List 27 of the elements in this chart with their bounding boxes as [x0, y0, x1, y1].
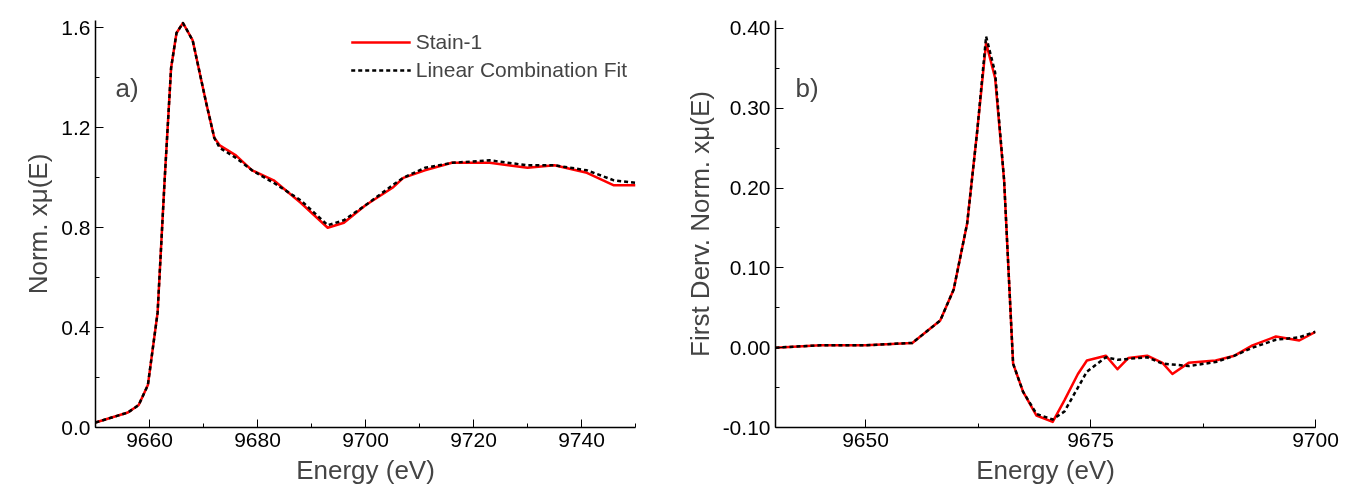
y-tick-label: 0.0: [61, 415, 91, 439]
x-tick-label: 9650: [842, 427, 889, 451]
x-tick-label: 9660: [126, 427, 173, 451]
x-tick-label: 9740: [558, 427, 605, 451]
y-tick-label: 0.30: [729, 96, 771, 120]
x-tick-label: 9700: [1292, 427, 1339, 451]
y-axis-title: Norm. xμ(E): [23, 153, 54, 295]
x-tick-label: 9675: [1067, 427, 1114, 451]
y-tick-label: 0.00: [729, 335, 771, 359]
y-tick-label: 1.2: [61, 115, 91, 139]
x-axis-title: Energy (eV): [296, 454, 435, 485]
y-tick-label: -0.10: [722, 415, 771, 439]
legend-label: Stain-1: [415, 29, 483, 55]
annotation: a): [115, 72, 139, 103]
y-tick-label: 0.4: [61, 315, 91, 339]
y-tick-label: 1.6: [61, 15, 91, 39]
legend-label: Linear Combination Fit: [415, 57, 627, 83]
y-tick-label: 0.20: [729, 176, 771, 200]
x-tick-label: 9720: [450, 427, 497, 451]
x-tick-label: 9680: [234, 427, 281, 451]
x-tick-label: 9700: [342, 427, 389, 451]
x-axis-title: Energy (eV): [976, 454, 1115, 485]
annotation: b): [795, 72, 819, 103]
y-axis-title: First Derv. Norm. xμ(E): [684, 91, 715, 357]
y-tick-label: 0.40: [729, 16, 771, 40]
y-tick-label: 0.8: [61, 215, 91, 239]
y-tick-label: 0.10: [729, 255, 771, 279]
